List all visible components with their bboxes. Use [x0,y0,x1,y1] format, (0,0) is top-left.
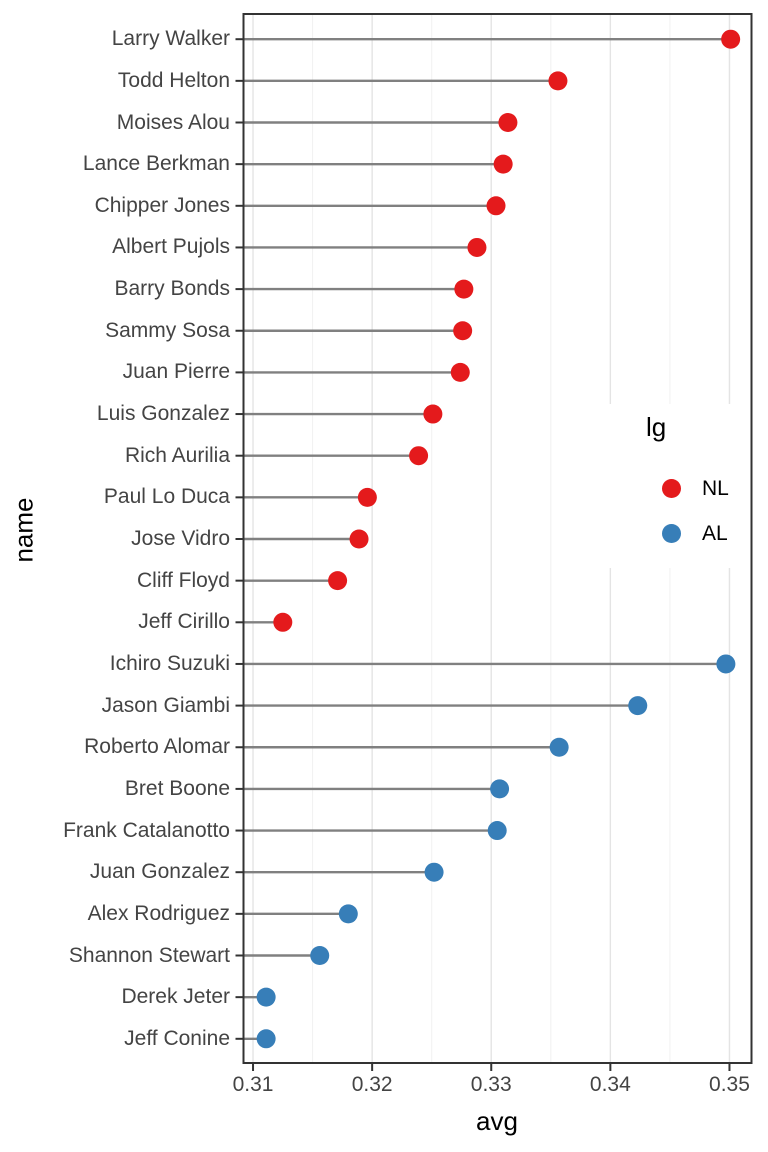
data-point [467,237,487,257]
y-axis-title: name [8,497,39,563]
y-axis-label: Jason Giambi [101,693,230,717]
y-axis-label: Lance Berkman [82,152,230,176]
y-axis-label: Jose Vidro [131,527,230,550]
data-point [548,71,568,91]
legend-entry-al: AL [598,523,749,545]
data-point [409,446,429,466]
x-axis-title: avg [476,1106,518,1136]
y-axis-label: Rich Aurilia [124,443,230,467]
y-axis-label: Juan Gonzalez [89,860,230,884]
legend: lg NL AL [598,404,749,568]
data-point [328,571,348,591]
data-point [273,612,293,632]
data-point [486,196,506,216]
y-axis-label: Moises Alou [116,110,230,134]
y-axis-label: Ichiro Suzuki [109,651,230,675]
x-axis-tick-label: 0.35 [709,1073,750,1096]
y-axis-label: Barry Bonds [114,277,230,301]
data-point [424,862,444,882]
legend-entry-label-nl: NL [702,477,729,500]
data-point [721,29,741,49]
data-point [450,362,470,382]
y-axis-label: Cliff Floyd [137,568,230,592]
data-point [349,529,369,549]
legend-title: lg [646,412,667,442]
data-point [338,904,358,924]
y-axis-label: Frank Catalanotto [63,818,230,842]
y-axis-label: Albert Pujols [112,235,230,259]
x-axis-tick-label: 0.33 [470,1073,512,1096]
x-axis-tick-label: 0.34 [589,1073,631,1096]
y-axis-label: Larry Walker [111,27,230,51]
y-axis-label: Roberto Alomar [84,735,230,759]
x-axis-tick-label: 0.31 [232,1073,274,1096]
y-axis-label: Bret Boone [124,776,230,800]
data-point [487,821,507,841]
y-axis-label: Sammy Sosa [105,318,230,342]
data-point [357,487,377,507]
al-point-icon [662,524,681,543]
y-axis-label: Luis Gonzalez [96,402,230,426]
y-axis-label: Derek Jeter [121,985,230,1009]
data-point [490,779,510,799]
y-axis-label: Alex Rodriguez [87,901,230,925]
y-axis-label: Juan Pierre [122,360,230,384]
data-point [423,404,443,424]
data-point [498,113,518,132]
y-axis-label: Paul Lo Duca [103,485,230,509]
data-point [628,696,648,716]
data-point [256,1029,276,1049]
data-point [493,154,513,174]
data-point [256,987,276,1007]
data-point [716,654,736,674]
y-axis-label: Todd Helton [117,68,230,92]
x-axis-tick-label: 0.32 [351,1073,393,1096]
data-point [310,946,330,965]
y-axis-label: Jeff Cirillo [138,610,230,634]
nl-point-icon [662,479,681,498]
panel-border [242,13,753,1064]
y-axis-label: Chipper Jones [94,193,230,217]
y-axis-label: Jeff Conine [124,1026,230,1050]
y-axis-label: Shannon Stewart [68,943,230,967]
data-point [454,279,474,299]
data-point [549,737,569,757]
data-point [453,321,473,341]
legend-entry-nl: NL [598,478,749,500]
legend-entry-label-al: AL [702,522,728,545]
